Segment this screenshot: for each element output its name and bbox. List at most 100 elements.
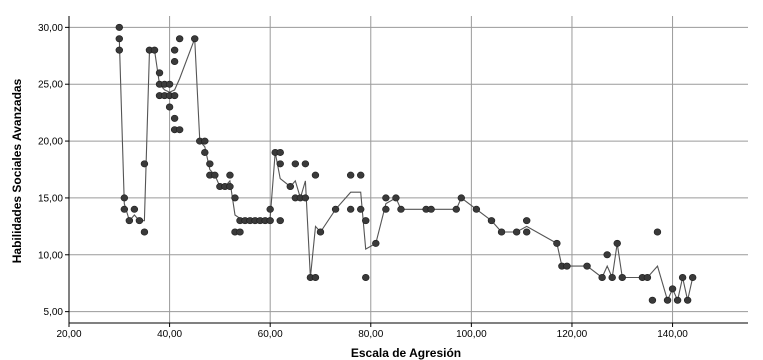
y-axis-title: Habilidades Sociales Avanzadas xyxy=(10,78,24,263)
data-point xyxy=(165,103,174,111)
x-tick-label: 140,00 xyxy=(657,329,688,340)
data-point xyxy=(512,228,521,236)
x-tick-label: 20,00 xyxy=(56,329,81,340)
data-point xyxy=(226,171,234,179)
data-point xyxy=(452,205,460,213)
data-point xyxy=(301,194,310,202)
x-tick-labels: 20,00 40,00 60,00 80,00 100,00 120,00 140,00 xyxy=(56,329,688,340)
data-point xyxy=(201,148,209,156)
y-tick-label: 10,00 xyxy=(38,250,63,261)
y-tick-label: 20,00 xyxy=(38,137,63,148)
data-point xyxy=(165,80,174,88)
y-tick-label: 25,00 xyxy=(38,80,63,91)
data-point xyxy=(120,205,129,213)
data-point xyxy=(487,217,496,225)
x-tick-label: 60,00 xyxy=(258,329,283,340)
data-point xyxy=(135,217,144,225)
y-tick-label: 15,00 xyxy=(38,193,63,204)
data-point xyxy=(311,274,320,282)
x-tick-label: 100,00 xyxy=(456,329,487,340)
data-point xyxy=(673,296,682,304)
data-point xyxy=(608,274,616,282)
data-point xyxy=(301,160,310,168)
data-point xyxy=(643,274,652,282)
data-point xyxy=(170,114,179,122)
data-point xyxy=(618,274,626,282)
data-point xyxy=(563,262,571,270)
data-point xyxy=(382,194,390,202)
data-point xyxy=(175,35,184,43)
data-point xyxy=(331,205,340,213)
data-point xyxy=(346,171,355,179)
data-point xyxy=(170,57,179,65)
data-point xyxy=(130,205,139,213)
data-point xyxy=(583,262,591,270)
data-point xyxy=(276,148,284,156)
data-point xyxy=(276,160,284,168)
data-point xyxy=(311,171,320,179)
data-point xyxy=(175,126,184,134)
data-point xyxy=(372,239,380,247)
data-point xyxy=(357,205,365,213)
data-point xyxy=(231,194,239,202)
data-point xyxy=(392,194,400,202)
data-point xyxy=(206,160,214,168)
data-point xyxy=(362,274,370,282)
data-point xyxy=(291,160,300,168)
data-point xyxy=(346,205,355,213)
x-tick-label: 120,00 xyxy=(557,329,588,340)
data-point xyxy=(211,171,219,179)
data-point xyxy=(150,46,159,54)
x-tick-label: 80,00 xyxy=(358,329,383,340)
data-point xyxy=(115,35,123,43)
data-point xyxy=(115,46,123,54)
data-point xyxy=(170,92,179,100)
data-point xyxy=(286,183,295,191)
data-point xyxy=(140,228,149,236)
data-point xyxy=(125,217,134,225)
data-point xyxy=(497,228,506,236)
tick-marks xyxy=(65,26,674,327)
data-point xyxy=(653,228,662,236)
data-point xyxy=(522,228,531,236)
data-point xyxy=(678,274,687,282)
data-point xyxy=(120,194,129,202)
data-point xyxy=(170,46,179,54)
data-point xyxy=(598,274,606,282)
data-point xyxy=(276,217,284,225)
data-point xyxy=(236,228,244,236)
data-point xyxy=(553,239,561,247)
x-axis-title: Escala de Agresión xyxy=(351,346,461,360)
x-tick-label: 40,00 xyxy=(157,329,182,340)
data-point xyxy=(472,205,481,213)
data-point xyxy=(357,171,365,179)
data-point xyxy=(191,35,199,43)
data-point xyxy=(266,205,274,213)
data-point xyxy=(362,217,370,225)
data-point xyxy=(663,296,672,304)
data-point xyxy=(140,160,149,168)
grid-lines xyxy=(68,16,748,323)
data-point xyxy=(683,296,692,304)
data-point xyxy=(522,217,531,225)
data-point xyxy=(316,228,325,236)
axes xyxy=(68,16,748,324)
data-point xyxy=(266,217,274,225)
scatter-points xyxy=(115,23,697,304)
data-point xyxy=(382,205,390,213)
data-point xyxy=(201,137,209,145)
y-tick-label: 30,00 xyxy=(38,23,63,34)
data-point xyxy=(648,296,657,304)
data-point xyxy=(603,251,611,259)
data-point xyxy=(668,285,677,293)
data-point xyxy=(226,183,234,191)
data-point xyxy=(688,274,697,282)
y-tick-label: 5,00 xyxy=(44,307,64,318)
data-point xyxy=(115,23,123,31)
data-point xyxy=(613,239,621,247)
fit-line xyxy=(118,38,694,303)
data-point xyxy=(155,69,164,77)
fit-line-series xyxy=(118,38,694,303)
data-point xyxy=(427,205,435,213)
